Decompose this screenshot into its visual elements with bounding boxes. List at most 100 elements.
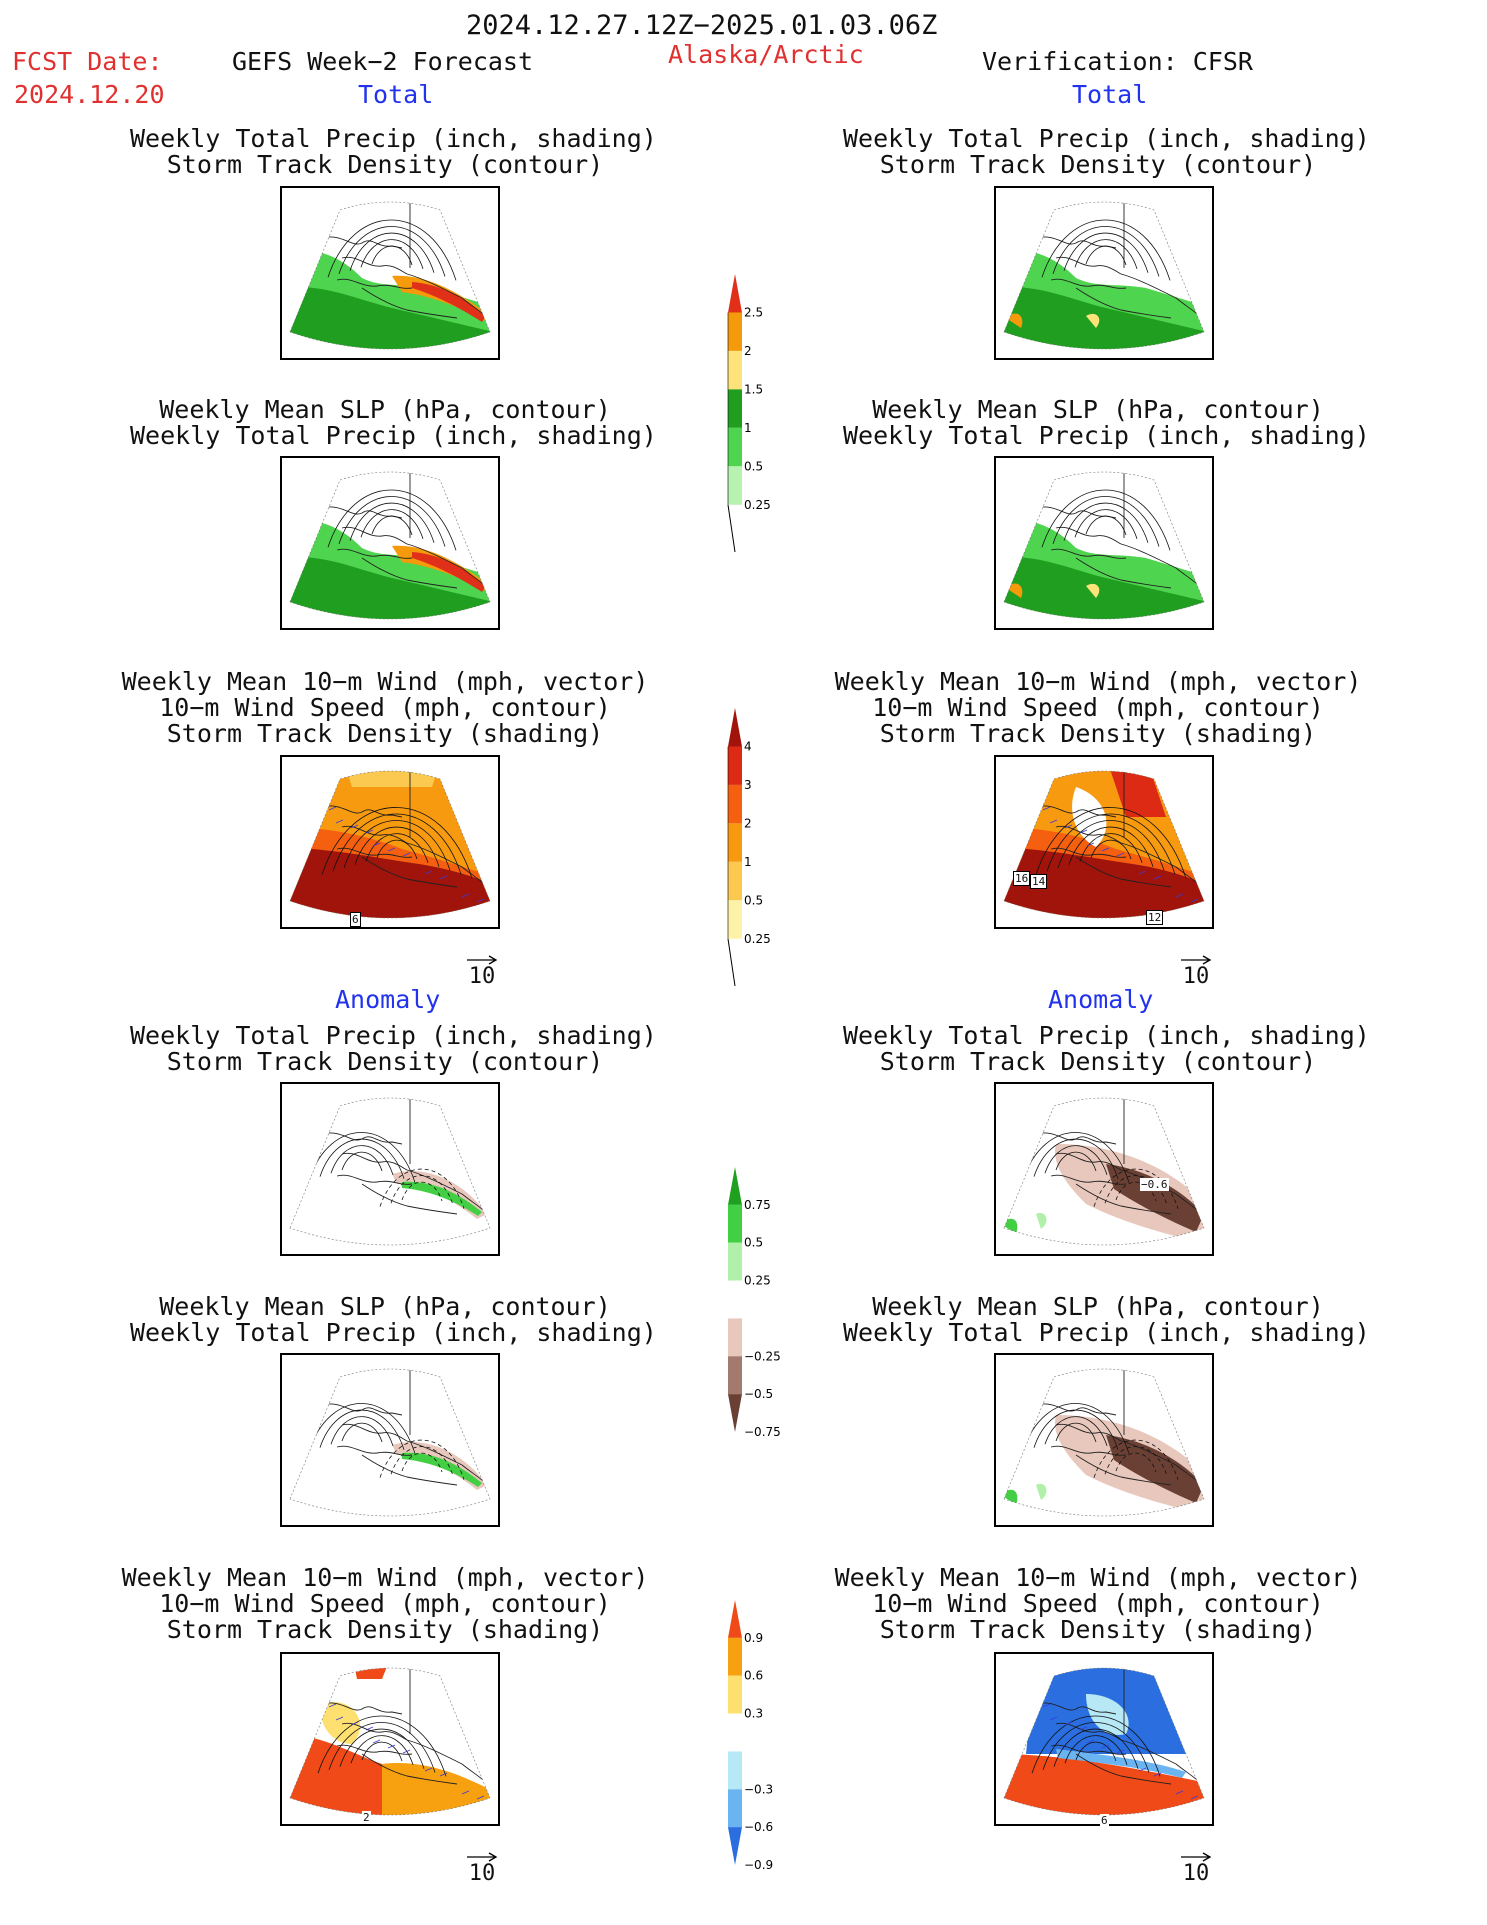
coastline <box>341 825 408 844</box>
coastline <box>1055 526 1122 545</box>
colorbar-tail <box>727 504 736 553</box>
colorbar-tick-label: 0.25 <box>744 1274 771 1288</box>
colorbar-tick-label: −0.9 <box>744 1858 773 1872</box>
wind-vector <box>1190 1795 1199 1800</box>
colorbar-top-triangle <box>728 1600 742 1638</box>
caption-fcst-anom-slp-precip: Weekly Mean SLP (hPa, contour) Weekly To… <box>130 1292 657 1347</box>
contour-line <box>330 1416 394 1446</box>
colorbar-top-triangle <box>728 274 742 313</box>
colorbar-tick-label: 2 <box>744 816 752 830</box>
colorbar-segment <box>728 823 742 862</box>
colorbar-segment <box>728 466 742 505</box>
colorbar-segment <box>728 1356 742 1395</box>
precip-anom-area <box>1106 1164 1204 1232</box>
caption-fcst-anom-precip-track: Weekly Total Precip (inch, shading) Stor… <box>130 1021 657 1076</box>
contour-label: 12 <box>1146 910 1164 925</box>
contour-line <box>332 813 462 875</box>
wind-vector <box>335 1716 344 1721</box>
colorbar-segment <box>728 1751 742 1790</box>
contour-line <box>1052 226 1160 277</box>
colorbar-tick-label: 1 <box>744 421 752 435</box>
contour-line <box>371 515 413 536</box>
contour-line <box>371 245 413 266</box>
colorbar-tick-label: 1.5 <box>744 382 763 396</box>
track-anom-area <box>352 1668 392 1679</box>
vector-ref-label: 10 <box>468 1861 496 1886</box>
contour-label: 16 <box>1013 871 1031 886</box>
coastline <box>361 1753 458 1785</box>
wind-vector <box>439 1772 448 1777</box>
vector-ref-fcst-anom: 10 <box>462 1851 502 1891</box>
wind-vector <box>1190 898 1199 903</box>
precip-area <box>1004 287 1204 349</box>
wind-vector <box>365 1726 374 1731</box>
precip-anom-area <box>1036 1212 1047 1229</box>
wind-vector <box>372 1739 381 1744</box>
contour-line <box>1104 1446 1168 1476</box>
wind-vector <box>313 1698 322 1703</box>
colorbar-tick-label: 2 <box>744 344 752 358</box>
contour-line <box>1033 1409 1119 1450</box>
map-panel-obs-anom-precip <box>994 1082 1214 1256</box>
coastline <box>321 805 403 818</box>
wind-vector <box>1153 875 1162 880</box>
contour-line <box>1022 1403 1130 1454</box>
contour-line <box>341 1151 383 1172</box>
contour-line <box>327 219 457 281</box>
track-anom-area <box>1056 1749 1186 1778</box>
track-anom-area <box>321 1702 361 1744</box>
coastline <box>1035 236 1117 249</box>
wind-vector <box>298 1693 307 1698</box>
colorbar-segment <box>728 312 742 351</box>
precip-area <box>1004 557 1204 619</box>
domain-outline <box>1003 1097 1205 1246</box>
coastline <box>1050 278 1127 289</box>
contour-line <box>349 502 435 543</box>
contour-line <box>1035 807 1187 879</box>
colorbar-tick-label: 0.3 <box>744 1707 763 1721</box>
domain-outline <box>289 1368 491 1517</box>
coastline <box>1035 805 1117 818</box>
caption-fcst-precip-track: Weekly Total Precip (inch, shading) Stor… <box>130 124 657 179</box>
precip-area <box>1086 583 1100 598</box>
domain-outline <box>1003 201 1205 350</box>
colorbar-segment <box>728 861 742 901</box>
track-area <box>290 847 490 918</box>
colorbar-segment <box>728 1789 742 1828</box>
contour-line <box>1052 496 1160 547</box>
map-panel-fcst-anom-slp <box>280 1353 500 1527</box>
colorbar-tick-label: −0.75 <box>744 1425 781 1439</box>
wind-vector <box>476 898 485 903</box>
fcst-date-label: FCST Date: <box>12 47 163 76</box>
wind-vector <box>1064 824 1073 829</box>
domain-outline <box>1003 1368 1205 1517</box>
wind-vector <box>402 1749 411 1754</box>
coastline <box>336 548 413 559</box>
wind-vector <box>1175 893 1184 898</box>
domain-outline <box>1003 1667 1205 1816</box>
precip-area <box>1086 313 1100 328</box>
contour-line <box>350 1735 414 1765</box>
coastline <box>336 278 413 289</box>
map-panel-obs-total-slp <box>994 456 1214 630</box>
coastline <box>1075 1183 1172 1215</box>
colorbar-segment <box>728 389 742 428</box>
contour-line <box>308 1403 416 1454</box>
contour-line <box>1063 232 1149 273</box>
coastline <box>1055 825 1122 844</box>
wind-vector <box>350 824 359 829</box>
fcst-date-value: 2024.12.20 <box>14 80 165 109</box>
wind-vector <box>365 829 374 834</box>
domain-outline <box>289 471 491 620</box>
precip-area <box>412 552 486 592</box>
caption-obs-slp-precip: Weekly Mean SLP (hPa, contour) Weekly To… <box>843 395 1370 450</box>
colorbar-bottom-triangle <box>728 1394 742 1432</box>
coastline <box>1075 1454 1172 1486</box>
contour-line <box>365 833 429 863</box>
contour-line <box>1115 1181 1157 1202</box>
coastline <box>1055 1722 1122 1741</box>
map-panel-obs-total-wind <box>994 755 1214 929</box>
region-title: Alaska/Arctic <box>668 40 864 69</box>
colorbar-segment <box>728 746 742 785</box>
contour-line <box>1031 1715 1161 1777</box>
